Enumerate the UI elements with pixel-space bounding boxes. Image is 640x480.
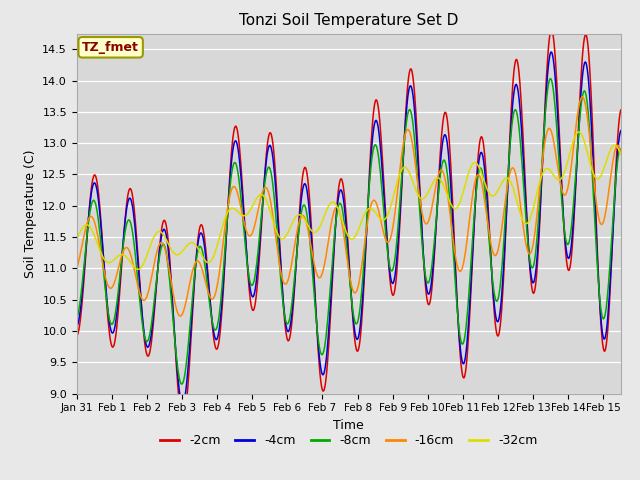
-16cm	[176, 313, 184, 319]
-16cm	[177, 312, 185, 318]
-32cm	[254, 194, 262, 200]
-4cm	[504, 174, 512, 180]
Line: -2cm: -2cm	[77, 30, 621, 422]
-2cm	[548, 27, 556, 33]
-32cm	[73, 236, 81, 242]
-16cm	[254, 209, 262, 215]
Line: -16cm: -16cm	[77, 97, 621, 316]
-32cm	[617, 152, 625, 157]
-8cm	[547, 76, 554, 82]
-4cm	[547, 49, 555, 55]
-2cm	[617, 107, 625, 113]
-8cm	[317, 350, 324, 356]
-16cm	[73, 265, 81, 271]
Line: -32cm: -32cm	[77, 132, 621, 269]
-8cm	[177, 380, 184, 386]
-32cm	[177, 250, 185, 255]
Y-axis label: Soil Temperature (C): Soil Temperature (C)	[24, 149, 36, 278]
-8cm	[504, 168, 512, 174]
-32cm	[575, 129, 582, 135]
-4cm	[617, 128, 625, 133]
-16cm	[392, 204, 399, 210]
-32cm	[504, 176, 512, 181]
Line: -8cm: -8cm	[77, 79, 621, 384]
-8cm	[420, 261, 428, 267]
-4cm	[317, 366, 324, 372]
-2cm	[504, 171, 512, 177]
Text: TZ_fmet: TZ_fmet	[82, 41, 139, 54]
-2cm	[392, 281, 399, 287]
-8cm	[177, 381, 185, 387]
-4cm	[392, 267, 399, 273]
-2cm	[73, 333, 81, 339]
-16cm	[617, 150, 625, 156]
-2cm	[177, 412, 184, 418]
-8cm	[617, 146, 625, 152]
-16cm	[317, 274, 324, 280]
X-axis label: Time: Time	[333, 419, 364, 432]
-32cm	[134, 266, 141, 272]
-8cm	[73, 316, 81, 322]
-8cm	[254, 252, 262, 258]
-4cm	[254, 265, 262, 271]
-32cm	[420, 195, 428, 201]
Legend: -2cm, -4cm, -8cm, -16cm, -32cm: -2cm, -4cm, -8cm, -16cm, -32cm	[156, 429, 542, 452]
-4cm	[179, 401, 187, 407]
-2cm	[254, 278, 262, 284]
Title: Tonzi Soil Temperature Set D: Tonzi Soil Temperature Set D	[239, 13, 458, 28]
-4cm	[420, 260, 428, 265]
-16cm	[579, 94, 586, 100]
-2cm	[317, 379, 324, 384]
-32cm	[317, 222, 324, 228]
-16cm	[504, 178, 512, 184]
-32cm	[392, 185, 399, 191]
-8cm	[392, 250, 399, 256]
-16cm	[420, 217, 428, 223]
Line: -4cm: -4cm	[77, 52, 621, 404]
-4cm	[73, 324, 81, 330]
-2cm	[420, 264, 428, 269]
-4cm	[177, 396, 184, 402]
-2cm	[179, 419, 187, 425]
